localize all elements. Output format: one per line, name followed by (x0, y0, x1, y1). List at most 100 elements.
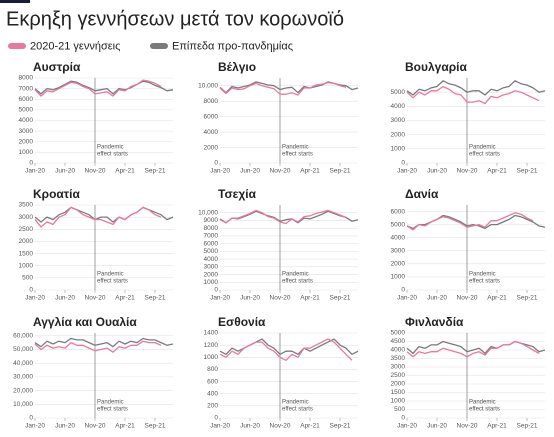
y-tick-label: 2000 (204, 271, 219, 278)
y-tick-label: 20,000 (13, 387, 33, 394)
x-tick-label: Sep-21 (330, 423, 351, 430)
y-tick-label: 200 (207, 403, 218, 410)
x-tick-label: Jan-20 (25, 168, 45, 175)
y-tick-label: 1000 (19, 149, 34, 156)
series-line (406, 340, 546, 355)
y-tick-label: 1000 (391, 274, 406, 281)
y-tick-label: 2000 (391, 261, 406, 268)
series-line (34, 206, 174, 223)
x-tick-label: Sep-21 (517, 295, 538, 302)
x-tick-label: Nov-20 (270, 295, 291, 302)
y-tick-label: 3000 (391, 247, 406, 254)
y-tick-label: 40,000 (13, 360, 33, 367)
y-tick-label: 4000 (391, 347, 406, 354)
legend-label: 2020-21 γεννήσεις (30, 40, 120, 52)
y-tick-label: 1200 (204, 342, 219, 349)
y-tick-label: 8000 (204, 225, 219, 232)
annotation: effect starts (469, 279, 500, 285)
y-tick-label: 2500 (391, 372, 406, 379)
x-tick-label: Jan-20 (397, 423, 417, 430)
y-tick-label: 5000 (391, 221, 406, 228)
y-tick-label: 4000 (204, 129, 219, 136)
x-tick-label: Jun-20 (240, 168, 260, 175)
annotation: Pandemic (282, 272, 309, 278)
x-tick-label: Apr-21 (115, 295, 135, 302)
x-tick-label: Jun-20 (427, 423, 447, 430)
y-tick-label: 10,000 (198, 209, 218, 216)
x-tick-label: Jan-20 (397, 295, 417, 302)
y-tick-label: 0 (214, 415, 218, 422)
x-tick-label: Apr-21 (115, 423, 135, 430)
panel-title: Δανία (405, 187, 439, 201)
chart-title: Εκρηξη γεννήσεων μετά τον κορωνοϊό (6, 8, 344, 30)
x-tick-label: Jun-20 (240, 423, 260, 430)
annotation: effect starts (469, 407, 500, 413)
y-tick-label: 7000 (19, 85, 34, 92)
y-tick-label: 6000 (391, 208, 406, 215)
y-tick-label: 5000 (391, 89, 406, 96)
series-line (219, 338, 353, 361)
x-tick-label: Sep-21 (145, 423, 166, 430)
y-tick-label: 1000 (391, 146, 406, 153)
x-tick-label: Sep-21 (517, 423, 538, 430)
series-line (406, 85, 540, 105)
panel-title: Τσεχία (218, 187, 257, 201)
annotation: effect starts (469, 152, 500, 158)
y-tick-label: 600 (207, 378, 218, 385)
annotation: Pandemic (469, 145, 496, 151)
x-tick-label: Jun-20 (427, 168, 447, 175)
panel-title: Εσθονία (218, 315, 266, 329)
series-line (406, 340, 540, 358)
x-tick-label: Jan-20 (210, 295, 230, 302)
x-tick-label: Sep-21 (330, 295, 351, 302)
series-line (219, 81, 347, 96)
annotation: Pandemic (469, 272, 496, 278)
y-tick-label: 1000 (204, 279, 219, 286)
y-tick-label: 0 (214, 160, 218, 167)
y-tick-label: 3000 (391, 364, 406, 371)
x-tick-label: Nov-20 (270, 423, 291, 430)
top-bar (0, 0, 30, 3)
y-tick-label: 2000 (19, 238, 34, 245)
series-line (34, 80, 174, 95)
y-tick-label: 3500 (19, 202, 34, 209)
y-tick-label: 5000 (19, 107, 34, 114)
y-tick-label: 400 (207, 390, 218, 397)
y-tick-label: 9000 (204, 217, 219, 224)
series-line (406, 80, 546, 96)
y-tick-label: 60,000 (13, 332, 33, 339)
annotation: effect starts (97, 407, 128, 413)
y-tick-label: 800 (207, 366, 218, 373)
series-line (406, 214, 546, 230)
y-tick-label: 6000 (204, 113, 219, 120)
panel-title: Αγγλία και Ουαλία (33, 315, 137, 329)
x-tick-label: Jan-20 (25, 423, 45, 430)
y-tick-label: 30,000 (13, 374, 33, 381)
annotation: Pandemic (97, 272, 124, 278)
y-tick-label: 3000 (391, 117, 406, 124)
panel-title: Κροατία (33, 187, 80, 201)
y-tick-label: 0 (401, 415, 405, 422)
annotation: Pandemic (282, 400, 309, 406)
annotation: effect starts (282, 279, 313, 285)
y-tick-label: 6000 (19, 96, 34, 103)
x-tick-label: Nov-20 (457, 295, 478, 302)
x-tick-label: Sep-21 (145, 168, 166, 175)
y-tick-label: 4000 (391, 103, 406, 110)
y-tick-label: 3000 (19, 214, 34, 221)
annotation: effect starts (282, 152, 313, 158)
series-line (34, 340, 162, 353)
x-tick-label: Apr-21 (487, 295, 507, 302)
x-tick-label: Nov-20 (85, 295, 106, 302)
x-tick-label: Jan-20 (397, 168, 417, 175)
x-tick-label: Jan-20 (210, 168, 230, 175)
y-tick-label: 2000 (391, 131, 406, 138)
y-tick-label: 1000 (19, 262, 34, 269)
x-tick-label: Apr-21 (300, 295, 320, 302)
x-tick-label: Jun-20 (55, 168, 75, 175)
x-tick-label: Nov-20 (85, 423, 106, 430)
annotation: effect starts (282, 407, 313, 413)
y-tick-label: 10,000 (198, 82, 218, 89)
y-tick-label: 2000 (391, 381, 406, 388)
